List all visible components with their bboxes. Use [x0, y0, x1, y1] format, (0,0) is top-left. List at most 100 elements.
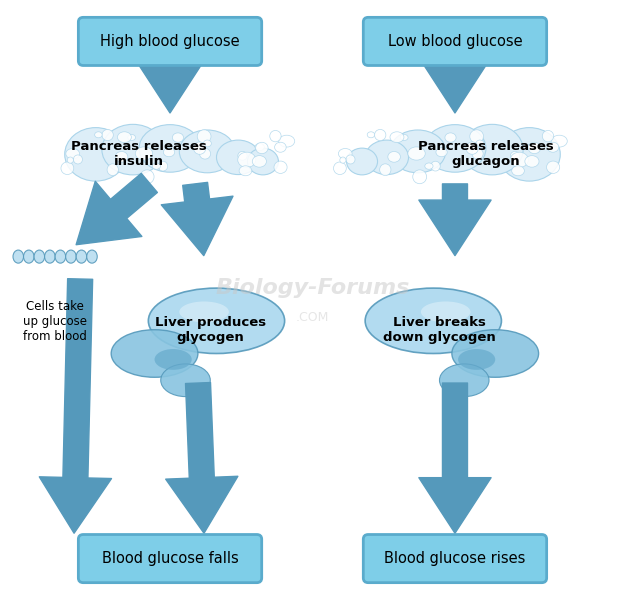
- Text: .COM: .COM: [296, 311, 329, 325]
- Ellipse shape: [76, 250, 87, 263]
- Ellipse shape: [388, 151, 401, 162]
- Text: Blood glucose rises: Blood glucose rises: [384, 551, 526, 566]
- Ellipse shape: [390, 130, 446, 173]
- Ellipse shape: [279, 135, 295, 147]
- Ellipse shape: [158, 161, 168, 171]
- Ellipse shape: [44, 250, 55, 263]
- Ellipse shape: [66, 250, 76, 263]
- Ellipse shape: [238, 152, 256, 167]
- Ellipse shape: [216, 140, 260, 175]
- Ellipse shape: [34, 250, 44, 263]
- Ellipse shape: [102, 130, 113, 140]
- Ellipse shape: [334, 162, 346, 175]
- Ellipse shape: [66, 148, 79, 159]
- Ellipse shape: [148, 288, 284, 353]
- Ellipse shape: [390, 132, 404, 143]
- Ellipse shape: [542, 130, 554, 142]
- FancyBboxPatch shape: [78, 17, 262, 65]
- Ellipse shape: [111, 330, 198, 377]
- Ellipse shape: [203, 140, 211, 147]
- Ellipse shape: [470, 130, 484, 143]
- Ellipse shape: [436, 148, 447, 157]
- Ellipse shape: [528, 143, 537, 151]
- Ellipse shape: [163, 148, 174, 157]
- Text: Biology-Forums: Biology-Forums: [215, 278, 410, 298]
- Ellipse shape: [452, 330, 539, 377]
- Ellipse shape: [525, 155, 539, 167]
- Ellipse shape: [173, 133, 184, 142]
- Text: Pancreas releases
insulin: Pancreas releases insulin: [71, 140, 207, 169]
- Ellipse shape: [255, 143, 264, 151]
- Ellipse shape: [445, 133, 456, 142]
- Ellipse shape: [256, 142, 268, 154]
- Ellipse shape: [431, 161, 440, 171]
- Ellipse shape: [194, 142, 206, 154]
- Text: Cells take
up glucose
from blood: Cells take up glucose from blood: [23, 300, 88, 343]
- Text: Liver breaks
down glycogen: Liver breaks down glycogen: [383, 316, 496, 344]
- Ellipse shape: [154, 349, 192, 370]
- Ellipse shape: [401, 134, 408, 140]
- Text: Blood glucose falls: Blood glucose falls: [102, 551, 238, 566]
- Ellipse shape: [374, 130, 386, 140]
- Ellipse shape: [94, 132, 102, 138]
- Ellipse shape: [412, 170, 427, 184]
- Ellipse shape: [274, 142, 286, 152]
- Ellipse shape: [179, 130, 235, 173]
- Ellipse shape: [118, 132, 131, 143]
- Ellipse shape: [68, 157, 73, 163]
- Ellipse shape: [248, 148, 278, 175]
- Text: Pancreas releases
glucagon: Pancreas releases glucagon: [418, 140, 554, 169]
- FancyBboxPatch shape: [363, 535, 547, 583]
- Ellipse shape: [87, 250, 98, 263]
- Ellipse shape: [65, 128, 127, 181]
- Ellipse shape: [365, 288, 501, 353]
- Ellipse shape: [338, 148, 352, 159]
- Ellipse shape: [368, 132, 375, 138]
- Ellipse shape: [547, 142, 559, 152]
- Ellipse shape: [379, 164, 391, 176]
- Ellipse shape: [61, 162, 74, 175]
- Ellipse shape: [510, 152, 528, 167]
- Ellipse shape: [458, 349, 495, 370]
- Ellipse shape: [439, 364, 489, 397]
- Ellipse shape: [55, 250, 66, 263]
- Ellipse shape: [346, 155, 355, 164]
- FancyBboxPatch shape: [78, 535, 262, 583]
- Ellipse shape: [152, 163, 161, 169]
- Text: Low blood glucose: Low blood glucose: [388, 34, 522, 49]
- Ellipse shape: [140, 170, 154, 184]
- Ellipse shape: [161, 364, 210, 397]
- Ellipse shape: [199, 148, 211, 159]
- Ellipse shape: [73, 155, 82, 164]
- Ellipse shape: [425, 163, 433, 169]
- Ellipse shape: [274, 161, 287, 173]
- Ellipse shape: [546, 161, 559, 173]
- Ellipse shape: [408, 147, 425, 160]
- FancyBboxPatch shape: [363, 17, 547, 65]
- Ellipse shape: [102, 124, 164, 175]
- Ellipse shape: [179, 301, 229, 322]
- Ellipse shape: [472, 148, 483, 159]
- Ellipse shape: [128, 134, 136, 140]
- Text: Liver produces
glycogen: Liver produces glycogen: [155, 316, 266, 344]
- Ellipse shape: [115, 151, 128, 162]
- Ellipse shape: [466, 142, 478, 154]
- Ellipse shape: [476, 140, 484, 147]
- Ellipse shape: [365, 140, 409, 175]
- Ellipse shape: [424, 125, 486, 172]
- Ellipse shape: [198, 130, 211, 143]
- Ellipse shape: [461, 124, 523, 175]
- Ellipse shape: [239, 166, 252, 176]
- Ellipse shape: [551, 135, 568, 147]
- Ellipse shape: [107, 164, 118, 176]
- Text: High blood glucose: High blood glucose: [100, 34, 240, 49]
- Ellipse shape: [498, 128, 560, 181]
- Ellipse shape: [253, 155, 266, 167]
- Ellipse shape: [270, 130, 281, 142]
- Ellipse shape: [511, 151, 519, 160]
- Ellipse shape: [24, 250, 34, 263]
- Ellipse shape: [421, 301, 471, 322]
- Ellipse shape: [13, 250, 24, 263]
- Ellipse shape: [528, 142, 541, 154]
- Ellipse shape: [135, 147, 152, 160]
